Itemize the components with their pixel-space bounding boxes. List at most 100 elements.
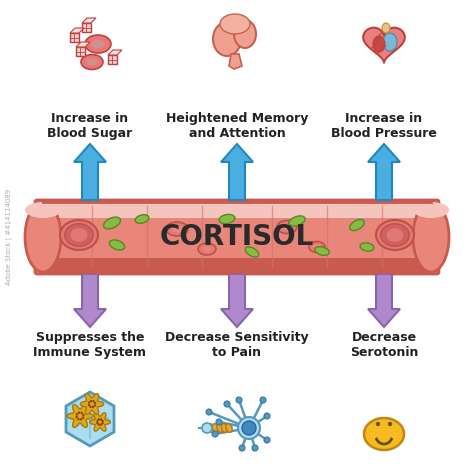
Ellipse shape — [213, 22, 241, 56]
Ellipse shape — [219, 214, 235, 224]
Ellipse shape — [25, 202, 61, 272]
Circle shape — [89, 406, 92, 408]
Polygon shape — [76, 42, 90, 47]
Ellipse shape — [81, 55, 103, 70]
Ellipse shape — [386, 228, 403, 242]
Ellipse shape — [383, 33, 397, 51]
Ellipse shape — [413, 202, 449, 218]
Polygon shape — [221, 144, 253, 200]
Text: Adobe Stock | #414114089: Adobe Stock | #414114089 — [7, 189, 13, 285]
Ellipse shape — [221, 424, 228, 432]
Polygon shape — [74, 144, 106, 200]
Ellipse shape — [238, 417, 260, 439]
Ellipse shape — [360, 243, 374, 251]
Ellipse shape — [220, 14, 250, 34]
Polygon shape — [81, 394, 104, 414]
Circle shape — [80, 418, 82, 420]
Ellipse shape — [208, 424, 214, 432]
Circle shape — [92, 400, 95, 402]
Bar — [82, 23, 91, 32]
Circle shape — [206, 409, 212, 415]
Circle shape — [88, 404, 90, 406]
Text: Suppresses the
Immune System: Suppresses the Immune System — [34, 331, 146, 359]
Circle shape — [212, 431, 218, 437]
Ellipse shape — [91, 39, 104, 48]
Bar — [108, 55, 117, 64]
FancyBboxPatch shape — [37, 258, 437, 272]
Circle shape — [78, 411, 80, 414]
Ellipse shape — [376, 220, 414, 250]
Circle shape — [82, 414, 84, 416]
Ellipse shape — [202, 246, 211, 252]
Circle shape — [264, 413, 270, 419]
Polygon shape — [364, 418, 404, 450]
Circle shape — [224, 401, 230, 407]
Circle shape — [94, 402, 96, 404]
Polygon shape — [67, 404, 93, 428]
Circle shape — [388, 422, 392, 426]
Ellipse shape — [60, 220, 98, 250]
Ellipse shape — [413, 202, 449, 272]
Circle shape — [93, 404, 96, 407]
Ellipse shape — [217, 424, 223, 432]
Ellipse shape — [289, 216, 305, 226]
FancyBboxPatch shape — [37, 202, 437, 218]
Circle shape — [236, 397, 242, 403]
Ellipse shape — [282, 224, 292, 230]
FancyBboxPatch shape — [35, 200, 439, 274]
Ellipse shape — [166, 222, 188, 236]
Ellipse shape — [373, 36, 385, 52]
Polygon shape — [368, 274, 400, 327]
Circle shape — [92, 406, 94, 408]
Ellipse shape — [85, 35, 111, 53]
Text: Decrease Sensitivity
to Pain: Decrease Sensitivity to Pain — [165, 331, 309, 359]
Circle shape — [376, 422, 380, 426]
Polygon shape — [368, 144, 400, 200]
Ellipse shape — [313, 244, 321, 250]
Ellipse shape — [382, 23, 390, 33]
Ellipse shape — [86, 58, 98, 66]
Ellipse shape — [104, 217, 120, 229]
Text: Decrease
Serotonin: Decrease Serotonin — [350, 331, 418, 359]
Ellipse shape — [109, 240, 125, 250]
Bar — [70, 33, 79, 42]
Circle shape — [100, 419, 102, 421]
Polygon shape — [363, 27, 405, 63]
Text: Increase in
Blood Pressure: Increase in Blood Pressure — [331, 112, 437, 140]
Ellipse shape — [315, 246, 329, 255]
Polygon shape — [221, 274, 253, 327]
Text: Increase in
Blood Sugar: Increase in Blood Sugar — [47, 112, 133, 140]
Circle shape — [76, 413, 78, 416]
Ellipse shape — [226, 424, 232, 432]
Circle shape — [202, 423, 212, 433]
Circle shape — [88, 401, 91, 404]
Polygon shape — [229, 54, 242, 69]
Ellipse shape — [245, 247, 259, 257]
Text: CORTISOL: CORTISOL — [160, 223, 314, 251]
Ellipse shape — [25, 202, 61, 218]
Ellipse shape — [381, 224, 409, 246]
Circle shape — [96, 419, 99, 422]
Ellipse shape — [350, 219, 365, 230]
Ellipse shape — [234, 20, 256, 48]
Ellipse shape — [135, 215, 149, 223]
Ellipse shape — [309, 241, 325, 253]
Polygon shape — [90, 413, 110, 431]
Circle shape — [101, 420, 104, 422]
Circle shape — [252, 445, 258, 451]
Ellipse shape — [172, 226, 182, 233]
Polygon shape — [108, 50, 122, 55]
Text: Heightened Memory
and Attention: Heightened Memory and Attention — [166, 112, 308, 140]
Circle shape — [216, 419, 222, 425]
Ellipse shape — [277, 220, 297, 234]
Bar — [76, 47, 85, 56]
Ellipse shape — [71, 228, 88, 242]
Circle shape — [81, 412, 83, 414]
Ellipse shape — [212, 424, 219, 432]
Circle shape — [98, 418, 100, 420]
Polygon shape — [70, 28, 84, 33]
Circle shape — [264, 437, 270, 443]
Ellipse shape — [198, 243, 216, 255]
Circle shape — [96, 422, 99, 424]
Circle shape — [77, 418, 80, 420]
